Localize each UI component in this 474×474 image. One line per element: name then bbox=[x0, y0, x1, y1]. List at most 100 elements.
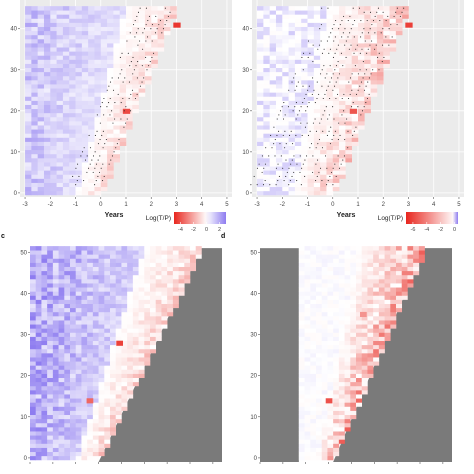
heatmap-cell bbox=[138, 299, 145, 304]
heatmap-cell bbox=[155, 295, 162, 300]
heatmap-cell bbox=[30, 262, 37, 267]
heatmap-cell bbox=[81, 287, 88, 292]
heatmap-cell bbox=[389, 30, 397, 36]
heatmap-cell bbox=[356, 361, 363, 366]
heatmap-cell bbox=[75, 344, 82, 350]
sig-dot bbox=[301, 134, 303, 136]
heatmap-cell bbox=[172, 254, 179, 259]
heatmap-cell bbox=[338, 283, 345, 288]
heatmap-cell bbox=[288, 178, 296, 183]
heatmap-cell bbox=[345, 116, 352, 122]
heatmap-cell bbox=[327, 373, 334, 379]
heatmap-cell bbox=[81, 112, 89, 118]
heatmap-cell bbox=[356, 274, 363, 280]
heatmap-cell bbox=[58, 357, 65, 362]
sig-dot bbox=[114, 102, 116, 104]
heatmap-cell bbox=[263, 149, 270, 155]
heatmap-cell bbox=[370, 22, 378, 27]
heatmap-cell bbox=[361, 328, 368, 333]
heatmap-cell bbox=[316, 390, 323, 395]
heatmap-cell bbox=[52, 348, 59, 354]
y-tick-label: 0 bbox=[14, 191, 18, 197]
heatmap-cell bbox=[58, 258, 65, 263]
heatmap-cell bbox=[98, 299, 105, 304]
heatmap-cell bbox=[70, 385, 77, 391]
heatmap-cell bbox=[327, 287, 334, 292]
heatmap-cell bbox=[321, 394, 328, 399]
heatmap-cell bbox=[92, 447, 99, 453]
heatmap-cell bbox=[367, 369, 374, 374]
heatmap-cell bbox=[304, 451, 311, 457]
heatmap-cell bbox=[43, 51, 51, 56]
heatmap-cell bbox=[115, 295, 122, 300]
heatmap-cell bbox=[378, 262, 385, 267]
heatmap-cell bbox=[344, 316, 351, 321]
heatmap-cell bbox=[94, 30, 102, 36]
heatmap-cell bbox=[294, 166, 302, 171]
heatmap-cell bbox=[326, 84, 334, 89]
heatmap-cell bbox=[107, 14, 114, 19]
heatmap-cell bbox=[100, 71, 108, 77]
sig-dot bbox=[328, 36, 330, 38]
heatmap-cell bbox=[370, 47, 378, 52]
heatmap-cell bbox=[104, 340, 111, 346]
sig-dot bbox=[374, 48, 376, 50]
heatmap-cell bbox=[113, 26, 120, 32]
heatmap-cell bbox=[104, 435, 111, 440]
heatmap-cell bbox=[275, 186, 283, 192]
heatmap-cell bbox=[58, 410, 65, 416]
heatmap-cell bbox=[263, 182, 270, 188]
heatmap-cell bbox=[127, 332, 134, 337]
heatmap-cell bbox=[62, 71, 70, 77]
y-tick-label: 40 bbox=[20, 291, 27, 297]
heatmap-cell bbox=[81, 182, 89, 188]
heatmap-cell bbox=[81, 26, 89, 32]
heatmap-cell bbox=[351, 10, 359, 15]
heatmap-cell bbox=[87, 406, 94, 411]
heatmap-cell bbox=[378, 266, 385, 272]
heatmap-cell bbox=[282, 38, 289, 44]
heatmap-cell bbox=[333, 332, 340, 337]
heatmap-cell bbox=[155, 328, 162, 333]
heatmap-cell bbox=[37, 14, 45, 19]
heatmap-cell bbox=[316, 385, 323, 391]
legend-tick-label: -2 bbox=[191, 227, 196, 233]
heatmap-cell bbox=[155, 287, 162, 292]
heatmap-cell bbox=[327, 320, 334, 325]
sig-dot bbox=[352, 134, 354, 136]
heatmap-cell bbox=[70, 332, 77, 337]
heatmap-cell bbox=[107, 121, 114, 126]
heatmap-cell bbox=[370, 6, 378, 11]
heatmap-cell bbox=[35, 348, 42, 354]
heatmap-cell bbox=[150, 336, 157, 341]
sig-dot bbox=[264, 180, 266, 182]
heatmap-cell bbox=[307, 96, 315, 101]
sig-dot bbox=[280, 155, 282, 157]
heatmap-cell bbox=[376, 22, 384, 27]
sig-dot bbox=[148, 65, 150, 67]
x-tick-label: 2 bbox=[382, 202, 386, 208]
heatmap-cell bbox=[351, 71, 359, 77]
heatmap-cell bbox=[327, 291, 334, 296]
heatmap-cell bbox=[144, 246, 151, 251]
sig-dot bbox=[166, 19, 168, 22]
sig-dot bbox=[359, 69, 361, 71]
heatmap-cell bbox=[70, 410, 77, 416]
heatmap-cell bbox=[327, 439, 334, 444]
heatmap-cell bbox=[184, 274, 191, 280]
heatmap-cell bbox=[50, 18, 57, 23]
heatmap-cell bbox=[88, 166, 95, 171]
heatmap-cell bbox=[69, 10, 76, 15]
heatmap-cell bbox=[384, 279, 391, 284]
heatmap-cell bbox=[269, 149, 277, 155]
heatmap-cell bbox=[119, 10, 127, 15]
heatmap-cell bbox=[64, 435, 71, 440]
heatmap-cell bbox=[88, 18, 95, 23]
heatmap-cell bbox=[69, 14, 76, 19]
heatmap-cell bbox=[126, 43, 133, 48]
heatmap-cell bbox=[257, 92, 264, 97]
sig-dot bbox=[275, 167, 277, 169]
heatmap-cell bbox=[115, 254, 122, 259]
heatmap-cell bbox=[257, 43, 264, 48]
heatmap-cell bbox=[316, 361, 323, 366]
